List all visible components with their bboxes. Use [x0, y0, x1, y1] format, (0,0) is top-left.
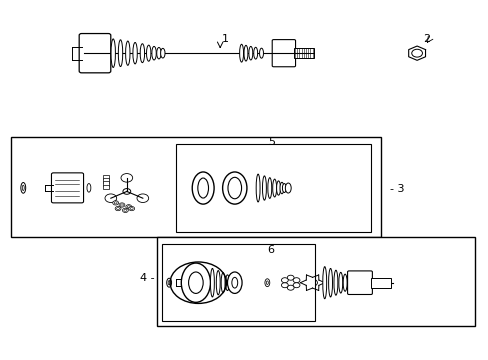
Circle shape	[116, 207, 119, 210]
Ellipse shape	[338, 273, 342, 293]
Bar	[370, 278, 390, 288]
Circle shape	[114, 202, 117, 204]
Ellipse shape	[343, 274, 346, 291]
Bar	[162, 244, 314, 321]
Circle shape	[127, 206, 130, 208]
Circle shape	[281, 283, 287, 288]
Ellipse shape	[222, 172, 246, 204]
Ellipse shape	[253, 47, 257, 59]
Ellipse shape	[125, 41, 130, 65]
Ellipse shape	[266, 281, 268, 284]
Ellipse shape	[333, 270, 337, 295]
Circle shape	[292, 283, 299, 288]
Ellipse shape	[267, 178, 271, 198]
Text: 5: 5	[267, 138, 274, 148]
Ellipse shape	[239, 44, 243, 62]
Ellipse shape	[22, 185, 24, 190]
FancyBboxPatch shape	[79, 33, 111, 73]
Circle shape	[137, 194, 148, 203]
Ellipse shape	[188, 272, 203, 293]
Ellipse shape	[264, 279, 269, 287]
FancyBboxPatch shape	[272, 40, 295, 67]
Ellipse shape	[328, 269, 332, 297]
FancyBboxPatch shape	[347, 271, 372, 294]
Circle shape	[122, 189, 130, 194]
Circle shape	[121, 174, 132, 182]
Ellipse shape	[140, 44, 144, 63]
Circle shape	[128, 206, 134, 211]
Ellipse shape	[111, 39, 115, 67]
Ellipse shape	[198, 178, 208, 198]
Bar	[103, 175, 109, 179]
Ellipse shape	[87, 184, 91, 192]
Ellipse shape	[118, 40, 122, 67]
Ellipse shape	[152, 46, 156, 60]
Circle shape	[119, 203, 124, 207]
Text: 4 -: 4 -	[140, 273, 154, 283]
Bar	[293, 48, 313, 58]
Text: 6: 6	[267, 245, 274, 255]
Ellipse shape	[146, 45, 151, 61]
Text: 1: 1	[221, 34, 228, 44]
Ellipse shape	[21, 183, 26, 193]
Circle shape	[123, 209, 126, 211]
Circle shape	[307, 279, 317, 286]
Ellipse shape	[276, 181, 280, 195]
Circle shape	[292, 278, 299, 283]
Ellipse shape	[181, 263, 210, 302]
Ellipse shape	[210, 269, 214, 297]
Ellipse shape	[262, 176, 266, 200]
Ellipse shape	[282, 184, 286, 193]
Ellipse shape	[229, 276, 233, 289]
Bar	[103, 185, 109, 189]
Ellipse shape	[248, 46, 252, 60]
Circle shape	[287, 285, 293, 290]
Circle shape	[122, 208, 128, 212]
Ellipse shape	[285, 183, 290, 193]
Ellipse shape	[133, 42, 137, 64]
Ellipse shape	[166, 278, 171, 287]
Ellipse shape	[280, 182, 284, 194]
Circle shape	[115, 206, 121, 211]
Ellipse shape	[221, 273, 224, 293]
Bar	[11, 137, 380, 237]
Ellipse shape	[272, 179, 276, 197]
Ellipse shape	[322, 267, 326, 299]
Ellipse shape	[231, 277, 237, 288]
Bar	[176, 144, 370, 232]
Bar	[103, 178, 109, 183]
Bar	[157, 237, 474, 327]
Text: 2: 2	[423, 34, 429, 44]
Ellipse shape	[216, 271, 220, 295]
Bar	[103, 181, 109, 186]
Ellipse shape	[225, 275, 229, 291]
Circle shape	[287, 275, 293, 280]
Circle shape	[125, 204, 131, 209]
Ellipse shape	[157, 48, 161, 59]
Ellipse shape	[192, 172, 214, 204]
Ellipse shape	[259, 48, 263, 58]
Circle shape	[105, 194, 117, 203]
Ellipse shape	[227, 177, 241, 199]
Text: - 3: - 3	[389, 184, 404, 194]
Ellipse shape	[256, 174, 260, 202]
Circle shape	[113, 201, 118, 205]
Circle shape	[120, 204, 123, 206]
FancyBboxPatch shape	[51, 173, 83, 203]
Ellipse shape	[227, 272, 242, 293]
Circle shape	[281, 278, 287, 283]
Ellipse shape	[168, 280, 170, 285]
Ellipse shape	[160, 48, 164, 58]
Circle shape	[411, 49, 422, 57]
Ellipse shape	[244, 45, 247, 61]
Circle shape	[130, 207, 133, 210]
